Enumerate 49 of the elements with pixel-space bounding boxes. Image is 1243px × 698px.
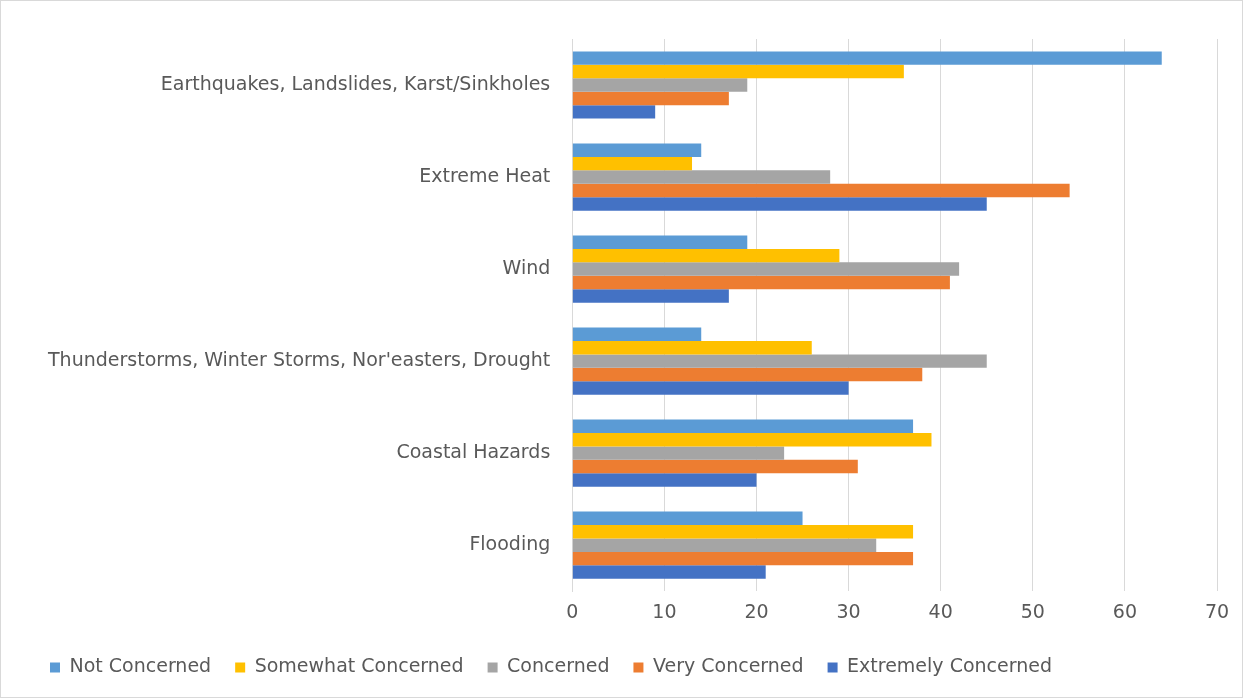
- bar: [572, 459, 858, 474]
- bar: [572, 381, 849, 395]
- bar: [572, 327, 702, 341]
- y-tick-label: Coastal Hazards: [396, 440, 551, 463]
- y-tick-label: Thunderstorms, Winter Storms, Nor'easters, Drought: [46, 348, 551, 371]
- bar: [572, 248, 840, 263]
- x-tick-label: 10: [652, 599, 677, 622]
- bar: [572, 446, 785, 460]
- bar: [572, 565, 766, 579]
- bar: [572, 433, 932, 447]
- y-tick-label: Flooding: [469, 532, 551, 555]
- bar: [572, 51, 1162, 65]
- bar: [572, 367, 923, 382]
- x-tick-label: 0: [566, 599, 579, 622]
- bar: [572, 340, 812, 355]
- bar: [572, 551, 914, 566]
- bar: [572, 78, 748, 92]
- y-tick-label: Extreme Heat: [419, 163, 551, 186]
- x-tick-label: 30: [836, 599, 861, 622]
- legend-label: Somewhat Concerned: [254, 654, 464, 677]
- bar: [572, 64, 904, 79]
- bar: [572, 354, 987, 368]
- x-tick-label: 60: [1112, 599, 1137, 622]
- bar: [572, 262, 960, 276]
- legend-label: Extremely Concerned: [847, 654, 1052, 677]
- bar: [572, 183, 1070, 198]
- y-tick-label: Wind: [502, 256, 551, 279]
- legend-label: Very Concerned: [652, 654, 804, 677]
- y-tick-label: Earthquakes, Landslides, Karst/Sinkholes: [160, 71, 551, 94]
- bar: [572, 289, 729, 303]
- bar: [572, 170, 831, 184]
- bar: [572, 473, 757, 487]
- bar: [572, 511, 803, 526]
- legend-label: Not Concerned: [69, 654, 212, 677]
- bar: [572, 419, 914, 433]
- bar: [572, 197, 987, 211]
- x-tick-label: 40: [928, 599, 953, 622]
- bar: [572, 105, 656, 119]
- bar: [572, 538, 877, 552]
- x-tick-label: 50: [1020, 599, 1045, 622]
- bar: [572, 143, 702, 157]
- bar: [572, 525, 914, 539]
- x-tick-label: 70: [1204, 599, 1230, 622]
- legend-label: Concerned: [507, 654, 610, 677]
- bar: [572, 156, 693, 171]
- bar: [572, 91, 729, 106]
- bar: [572, 275, 950, 290]
- x-tick-label: 20: [744, 599, 769, 622]
- bar: [572, 235, 748, 249]
